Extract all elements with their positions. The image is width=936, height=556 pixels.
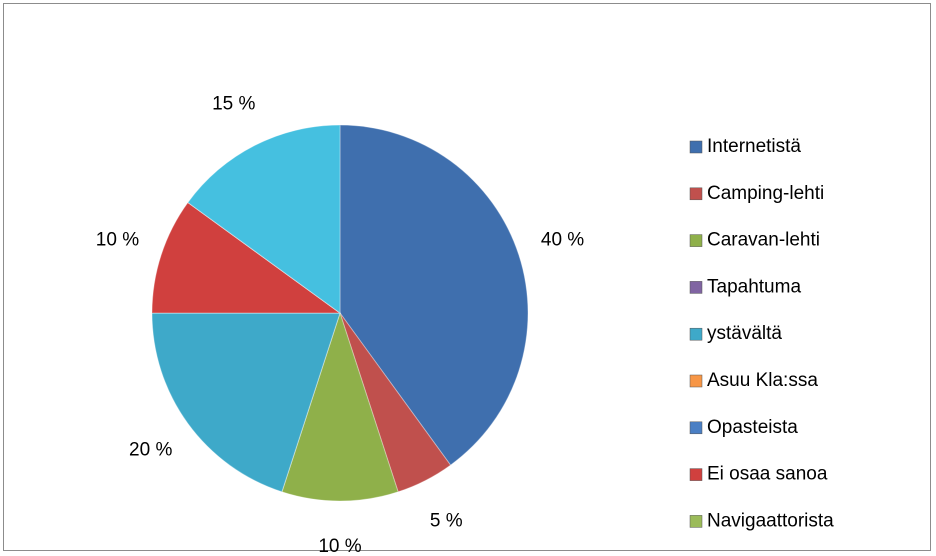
legend-label: Tapahtuma [707,276,801,297]
data-label: 20 % [129,440,172,461]
legend-label: Navigaattorista [707,510,834,531]
data-label: 10 % [96,230,139,251]
legend-label: Opasteista [707,417,798,438]
legend-label: ystävältä [707,323,782,344]
pie-slice [151,201,342,314]
legend-label: Ei osaa sanoa [707,464,828,485]
legend-swatch [689,234,703,247]
legend-swatch [689,374,703,388]
legend-swatch [689,468,703,481]
data-label: 5 % [430,511,463,532]
legend-swatch [689,281,703,294]
pie-slice [187,124,341,314]
pie-slice [339,124,529,466]
legend-label: Asuu Kla:ssa [707,370,818,391]
legend-swatch [689,421,703,435]
legend-label: Internetistä [707,136,801,157]
pie-slice [281,311,399,502]
legend-swatch [689,515,703,528]
legend-swatch [689,140,703,154]
legend-swatch [689,187,703,201]
data-label: 40 % [541,230,584,251]
data-label: 15 % [212,94,255,115]
legend-label: Caravan-lehti [707,230,820,251]
pie-slice [151,312,341,493]
legend-label: Camping-lehti [707,183,824,204]
legend-swatch [689,327,703,341]
pie-slice [339,312,452,493]
data-label: 10 % [318,536,361,556]
